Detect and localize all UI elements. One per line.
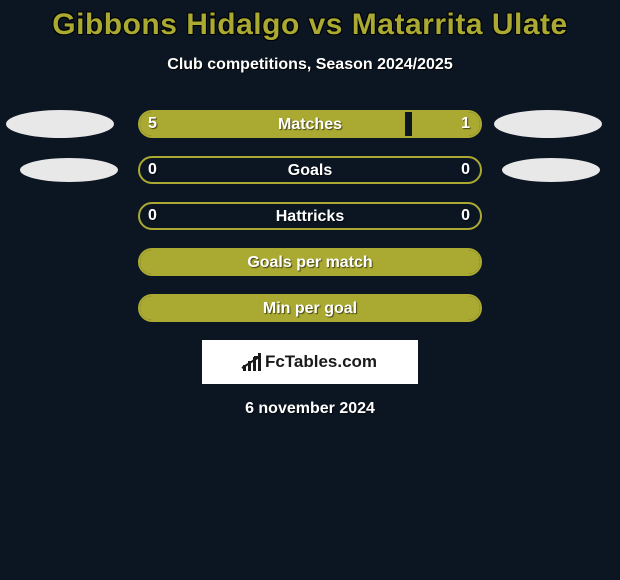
stat-label: Matches: [140, 112, 480, 138]
stat-row: Matches 5 1: [0, 110, 620, 140]
logo-text: FcTables.com: [265, 352, 377, 372]
player-right-marker-icon: [502, 158, 600, 182]
stat-left-value: 0: [148, 156, 157, 184]
stat-left-value: 5: [148, 110, 157, 138]
stat-label: Goals per match: [140, 250, 480, 276]
stat-row: Goals 0 0: [0, 156, 620, 186]
stat-row: Hattricks 0 0: [0, 202, 620, 232]
logo: FcTables.com: [243, 352, 377, 372]
stat-right-value: 1: [461, 110, 470, 138]
player-left-marker-icon: [6, 110, 114, 138]
stat-left-value: 0: [148, 202, 157, 230]
subtitle: Club competitions, Season 2024/2025: [0, 56, 620, 74]
bar-track: Goals per match: [138, 248, 482, 276]
stat-label: Goals: [140, 158, 480, 184]
player-left-marker-icon: [20, 158, 118, 182]
logo-box: FcTables.com: [202, 340, 418, 384]
stat-row: Min per goal: [0, 294, 620, 324]
stat-right-value: 0: [461, 156, 470, 184]
stat-label: Hattricks: [140, 204, 480, 230]
bar-track: Goals: [138, 156, 482, 184]
stat-right-value: 0: [461, 202, 470, 230]
comparison-infographic: Gibbons Hidalgo vs Matarrita Ulate Club …: [0, 0, 620, 418]
stat-rows: Matches 5 1 Goals 0 0 Hattricks 0: [0, 110, 620, 324]
stat-row: Goals per match: [0, 248, 620, 278]
bar-track: Min per goal: [138, 294, 482, 322]
date-text: 6 november 2024: [0, 400, 620, 418]
logo-bars-icon: [243, 353, 261, 371]
stat-label: Min per goal: [140, 296, 480, 322]
logo-arrow-icon: [241, 355, 265, 369]
player-right-marker-icon: [494, 110, 602, 138]
bar-track: Hattricks: [138, 202, 482, 230]
page-title: Gibbons Hidalgo vs Matarrita Ulate: [0, 8, 620, 42]
bar-track: Matches: [138, 110, 482, 138]
